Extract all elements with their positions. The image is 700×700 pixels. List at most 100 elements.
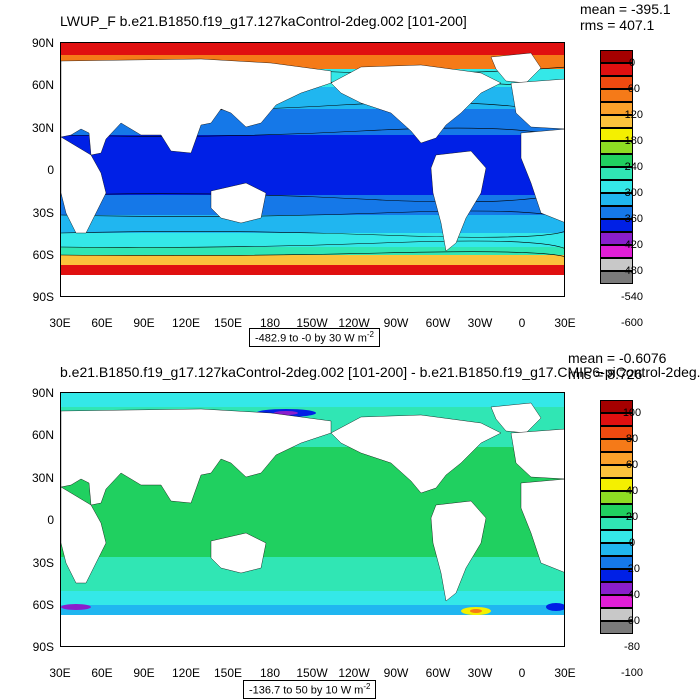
lon-label: 60E	[91, 316, 113, 330]
panel-top-range: -482.9 to -0 by 30 W m-2	[249, 328, 381, 347]
lat-label: 30S	[32, 556, 54, 570]
panel-bottom-mean: mean = -0.6076	[568, 350, 667, 366]
panel-top: LWUP_F b.e21.B1850.f19_g17.127kaControl-…	[31, 1, 671, 347]
map-bottom-field	[61, 393, 564, 646]
colorbar-label: -60	[624, 615, 640, 627]
lat-label: 60N	[31, 428, 54, 442]
panel-bottom-range: -136.7 to 50 by 10 W m-2	[243, 680, 377, 699]
colorbar-label: 40	[625, 485, 639, 497]
lon-label: 30E	[49, 316, 71, 330]
panel-bottom-title: b.e21.B1850.f19_g17.127kaControl-2deg.00…	[60, 364, 700, 380]
colorbar-swatch	[600, 167, 633, 180]
lon-label: 30E	[554, 666, 576, 680]
colorbar-label: -100	[620, 667, 644, 679]
lon-label: 30W	[467, 316, 493, 330]
colorbar-swatch	[600, 543, 633, 556]
lon-label: 30E	[49, 666, 71, 680]
lon-label: 150E	[213, 316, 243, 330]
colorbar-label: -20	[624, 563, 640, 575]
lon-label: 60W	[425, 666, 451, 680]
colorbar-label: -480	[620, 265, 644, 277]
colorbar-label: -360	[620, 213, 644, 225]
colorbar-label: -240	[620, 161, 644, 173]
colorbar-swatch	[600, 452, 633, 465]
colorbar-label: -120	[620, 109, 644, 121]
lat-label: 90N	[31, 386, 54, 400]
colorbar-swatch	[600, 530, 633, 543]
lon-label: 0	[518, 316, 526, 330]
colorbar-swatch	[600, 63, 633, 76]
lat-label: 60S	[32, 598, 54, 612]
colorbar-label: -60	[624, 83, 640, 95]
colorbar-swatch	[600, 232, 633, 245]
lon-label: 120E	[171, 666, 201, 680]
colorbar-swatch	[600, 569, 633, 582]
lon-label: 90E	[133, 666, 155, 680]
lat-label: 30N	[31, 121, 54, 135]
lat-label: 90S	[32, 640, 54, 654]
lon-label: 150W	[296, 666, 328, 680]
colorbar-swatch	[600, 465, 633, 478]
lon-label: 90W	[383, 666, 409, 680]
colorbar-swatch	[600, 608, 633, 621]
map-bottom	[60, 392, 565, 647]
map-top	[60, 42, 565, 297]
colorbar-swatch	[600, 400, 633, 413]
colorbar-swatch	[600, 128, 633, 141]
colorbar-label: 20	[625, 511, 639, 523]
map-top-field	[61, 43, 564, 296]
lon-label: 180	[259, 316, 281, 330]
panel-top-mean: mean = -395.1	[580, 1, 671, 17]
colorbar-swatch	[600, 556, 633, 569]
lon-label: 90W	[383, 316, 409, 330]
lon-label: 180	[259, 666, 281, 680]
lon-label: 120E	[171, 316, 201, 330]
colorbar-swatch	[600, 439, 633, 452]
lat-label: 0	[47, 513, 54, 527]
colorbar-swatch	[600, 478, 633, 491]
lon-label: 120W	[338, 316, 370, 330]
lon-label: 90E	[133, 316, 155, 330]
colorbar-label: -600	[620, 317, 644, 329]
lat-label: 30N	[31, 471, 54, 485]
colorbar-swatch	[600, 413, 633, 426]
panel-top-rms: rms = 407.1	[580, 17, 655, 33]
lat-label: 90N	[31, 36, 54, 50]
colorbar-swatch	[600, 245, 633, 258]
lon-label: 60W	[425, 316, 451, 330]
lon-label: 60E	[91, 666, 113, 680]
lon-label: 150E	[213, 666, 243, 680]
lon-label: 0	[518, 666, 526, 680]
panel-bottom: b.e21.B1850.f19_g17.127kaControl-2deg.00…	[0, 350, 700, 700]
colorbar-swatch	[600, 89, 633, 102]
lon-label: 120W	[338, 666, 370, 680]
colorbar-swatch	[600, 154, 633, 167]
colorbar-top	[600, 50, 633, 284]
colorbar-swatch	[600, 491, 633, 504]
colorbar-swatch	[600, 141, 633, 154]
colorbar-swatch	[600, 271, 633, 284]
colorbar-label: -540	[620, 291, 644, 303]
colorbar-label: -300	[620, 187, 644, 199]
colorbar-swatch	[600, 517, 633, 530]
colorbar-swatch	[600, 621, 633, 634]
colorbar-swatch	[600, 115, 633, 128]
colorbar-label: -180	[620, 135, 644, 147]
lat-label: 30S	[32, 206, 54, 220]
colorbar-swatch	[600, 50, 633, 63]
lon-label: 30W	[467, 666, 493, 680]
lon-label: 30E	[554, 316, 576, 330]
colorbar-swatch	[600, 426, 633, 439]
colorbar-swatch	[600, 504, 633, 517]
colorbar-label: -40	[624, 589, 640, 601]
lat-label: 0	[47, 163, 54, 177]
colorbar-label: 60	[625, 459, 639, 471]
panel-bottom-rms: rms = 8.726	[568, 366, 643, 382]
colorbar-swatch	[600, 180, 633, 193]
lat-label: 60S	[32, 248, 54, 262]
panel-top-title: LWUP_F b.e21.B1850.f19_g17.127kaControl-…	[60, 13, 467, 29]
lat-label: 60N	[31, 78, 54, 92]
colorbar-label: -80	[624, 641, 640, 653]
lat-label: 90S	[32, 290, 54, 304]
colorbar-swatch	[600, 219, 633, 232]
